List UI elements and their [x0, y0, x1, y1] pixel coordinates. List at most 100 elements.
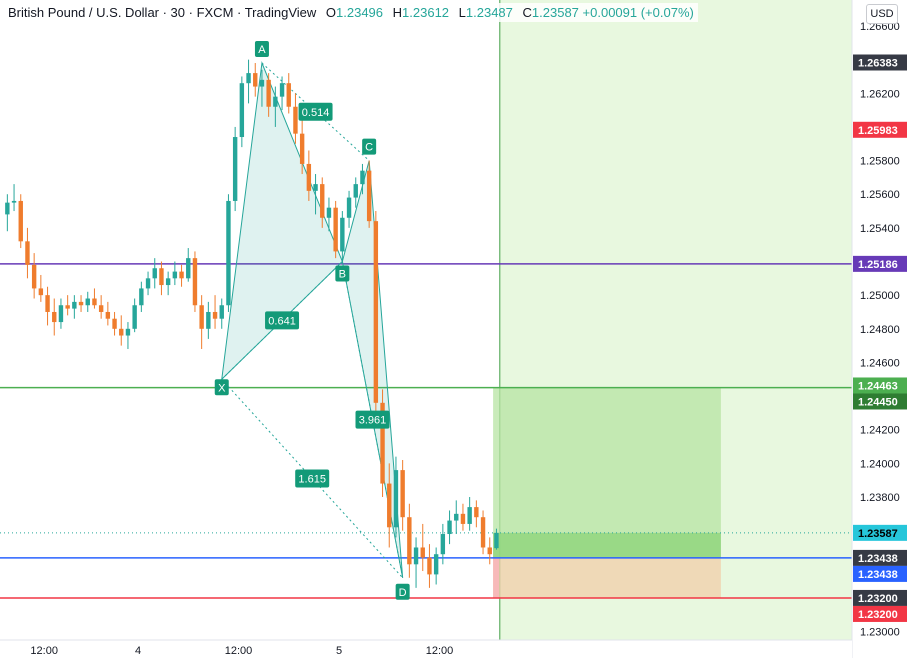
price-label-bg [853, 255, 907, 272]
candle[interactable] [232, 126, 238, 212]
candle[interactable] [11, 184, 17, 212]
candle[interactable] [5, 194, 10, 232]
pattern-point-d[interactable]: D [395, 583, 410, 600]
candle[interactable] [78, 295, 84, 312]
candle[interactable] [480, 510, 486, 555]
price-label-text: 1.25186 [858, 259, 898, 271]
candle-body [286, 83, 291, 107]
candle[interactable] [279, 76, 285, 111]
pattern-point-x[interactable]: X [214, 379, 229, 396]
candle[interactable] [346, 190, 352, 228]
candle[interactable] [152, 258, 157, 289]
candle[interactable] [239, 76, 245, 148]
candle[interactable] [18, 194, 23, 249]
candle[interactable] [273, 86, 278, 127]
candle[interactable] [179, 264, 184, 287]
candle[interactable] [467, 497, 472, 531]
candle[interactable] [85, 291, 90, 312]
pattern-point-box [335, 265, 350, 282]
pattern-point-c[interactable]: C [362, 138, 377, 155]
pattern-point-b[interactable]: B [335, 265, 350, 282]
candle[interactable] [413, 537, 419, 588]
candle[interactable] [219, 298, 224, 329]
candle[interactable] [246, 59, 251, 104]
candle[interactable] [454, 500, 459, 535]
candle[interactable] [306, 150, 312, 201]
candle[interactable] [474, 500, 479, 528]
candle[interactable] [259, 69, 265, 107]
candle[interactable] [366, 160, 372, 228]
candle[interactable] [427, 544, 432, 588]
candle-body [313, 184, 318, 191]
candle[interactable] [380, 389, 385, 498]
candle[interactable] [440, 523, 446, 565]
position-profit-zone[interactable] [493, 387, 721, 558]
candle[interactable] [132, 298, 137, 333]
candle[interactable] [400, 460, 405, 531]
candle[interactable] [31, 253, 37, 299]
candle[interactable] [266, 73, 271, 117]
candle[interactable] [145, 271, 151, 296]
candle[interactable] [52, 298, 57, 336]
candle[interactable] [353, 177, 358, 208]
candle[interactable] [447, 510, 452, 545]
candle[interactable] [360, 163, 365, 195]
candle[interactable] [112, 311, 117, 336]
pattern-point-a[interactable]: A [254, 41, 269, 58]
candle[interactable] [226, 194, 231, 312]
candle[interactable] [393, 456, 399, 538]
candle[interactable] [460, 503, 466, 531]
candle[interactable] [119, 315, 124, 346]
candle-body [132, 305, 137, 329]
candle[interactable] [326, 197, 332, 232]
candle[interactable] [159, 261, 164, 296]
candle[interactable] [487, 537, 492, 565]
high-value: 1.23612 [402, 5, 450, 20]
symbol-title[interactable]: British Pound / U.S. Dollar · 30 · FXCM … [8, 5, 317, 20]
candle[interactable] [293, 93, 298, 144]
candle[interactable] [98, 295, 104, 319]
candle[interactable] [433, 547, 439, 585]
position-loss-zone[interactable] [493, 557, 721, 598]
candle[interactable] [38, 274, 44, 302]
candle[interactable] [320, 177, 325, 228]
candle[interactable] [253, 63, 258, 97]
candle[interactable] [340, 211, 345, 262]
candle[interactable] [172, 261, 178, 286]
candle[interactable] [313, 174, 318, 215]
candle[interactable] [420, 523, 425, 572]
candle[interactable] [199, 295, 204, 349]
candle-body [487, 547, 492, 555]
candle[interactable] [139, 281, 144, 312]
candle[interactable] [212, 295, 218, 329]
candle[interactable] [206, 301, 211, 339]
price-tick-label: 1.24800 [860, 324, 900, 336]
candle[interactable] [92, 288, 97, 309]
candle-body [293, 106, 298, 134]
candle[interactable] [333, 200, 338, 259]
pattern-ratio-1: 0.641 [265, 311, 300, 330]
candle[interactable] [299, 120, 305, 175]
candle[interactable] [407, 503, 412, 578]
price-label-text: 1.23587 [858, 528, 898, 540]
candle-body [186, 258, 191, 279]
candle[interactable] [286, 73, 291, 114]
currency-button[interactable]: USD [866, 4, 898, 24]
candle[interactable] [494, 528, 499, 550]
pattern-ratio-3: 1.615 [295, 469, 330, 488]
candle[interactable] [25, 227, 30, 279]
candle[interactable] [72, 295, 77, 319]
candle[interactable] [373, 211, 379, 413]
candle[interactable] [105, 301, 111, 326]
candle[interactable] [165, 271, 171, 296]
candle[interactable] [45, 286, 50, 326]
candle[interactable] [192, 251, 198, 312]
candle[interactable] [65, 295, 70, 316]
candle[interactable] [387, 463, 392, 548]
candle[interactable] [186, 248, 191, 282]
candle[interactable] [125, 322, 131, 349]
candle-body [306, 163, 312, 191]
candle-body [31, 264, 37, 289]
candle[interactable] [58, 298, 64, 329]
